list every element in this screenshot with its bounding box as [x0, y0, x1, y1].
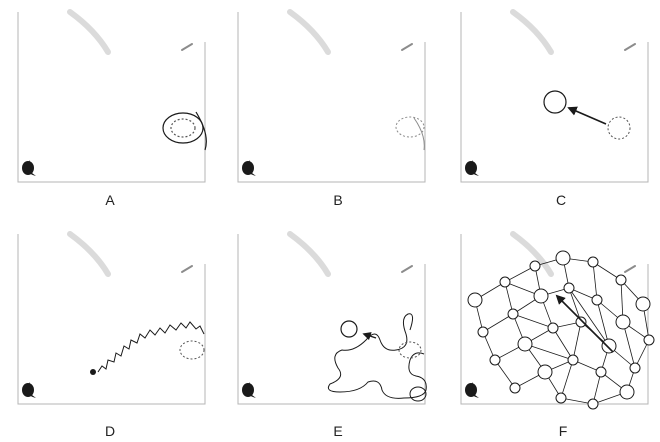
origin-circle: [607, 116, 631, 140]
network-node: [537, 364, 553, 380]
faint-dotted-shape: [395, 116, 425, 151]
start-dot: [90, 369, 96, 375]
spiral-shape: [162, 111, 207, 151]
network-node: [575, 316, 587, 328]
network-node: [517, 336, 533, 352]
origin-dotted-circle: [398, 341, 422, 359]
network-node: [547, 322, 559, 334]
network-link: [482, 313, 514, 333]
network-node: [489, 354, 501, 366]
panel-label-b: B: [333, 192, 342, 208]
network-node: [595, 366, 607, 378]
network-link: [494, 359, 516, 389]
panel-label-a: A: [105, 192, 115, 208]
wandering-path: [327, 313, 427, 399]
panel-label-f: F: [559, 423, 568, 439]
panel-a: A: [18, 12, 206, 208]
network-link: [592, 261, 598, 301]
network-link: [622, 321, 636, 369]
network-link: [512, 313, 554, 329]
network-link: [568, 287, 610, 347]
movement-arrow: [567, 106, 607, 125]
network-link: [552, 327, 574, 361]
network-node: [615, 314, 631, 330]
network-link: [504, 265, 536, 283]
network-node: [567, 354, 579, 366]
moved-circle: [543, 90, 567, 114]
network-node: [619, 384, 635, 400]
target-circle: [340, 320, 358, 338]
panel-label-c: C: [556, 192, 566, 208]
panel-label-d: D: [105, 423, 115, 439]
network-node: [499, 276, 511, 288]
migration-arrow: [555, 294, 614, 353]
network-node: [587, 398, 599, 410]
network-node: [601, 338, 617, 354]
panel-d: D: [18, 234, 205, 439]
network-node: [629, 362, 641, 374]
network-node: [591, 294, 603, 306]
network-node: [635, 296, 651, 312]
network-node: [533, 288, 549, 304]
network-link: [560, 359, 574, 399]
network-node: [563, 282, 575, 294]
panel-c: C: [461, 12, 648, 208]
network-node: [555, 392, 567, 404]
network-link: [592, 261, 622, 281]
network-link: [572, 321, 582, 361]
panel-b: B: [238, 12, 425, 208]
network-node: [477, 326, 489, 338]
panel-e: E: [238, 234, 426, 439]
network-link: [596, 299, 610, 347]
network: [467, 250, 655, 410]
network-node: [555, 250, 571, 266]
network-node: [615, 274, 627, 286]
network-node: [643, 334, 655, 346]
network-link: [568, 287, 582, 323]
jagged-path: [97, 321, 205, 373]
network-node: [587, 256, 599, 268]
network-node: [509, 382, 521, 394]
end-loop: [409, 386, 427, 402]
return-arrow: [362, 332, 377, 341]
origin-dotted-circle: [179, 340, 205, 360]
panel-label-e: E: [333, 423, 342, 439]
network-node: [529, 260, 541, 272]
network-node: [507, 308, 519, 320]
network-link: [524, 343, 574, 361]
panel-f: F: [461, 234, 655, 439]
network-node: [467, 292, 483, 308]
